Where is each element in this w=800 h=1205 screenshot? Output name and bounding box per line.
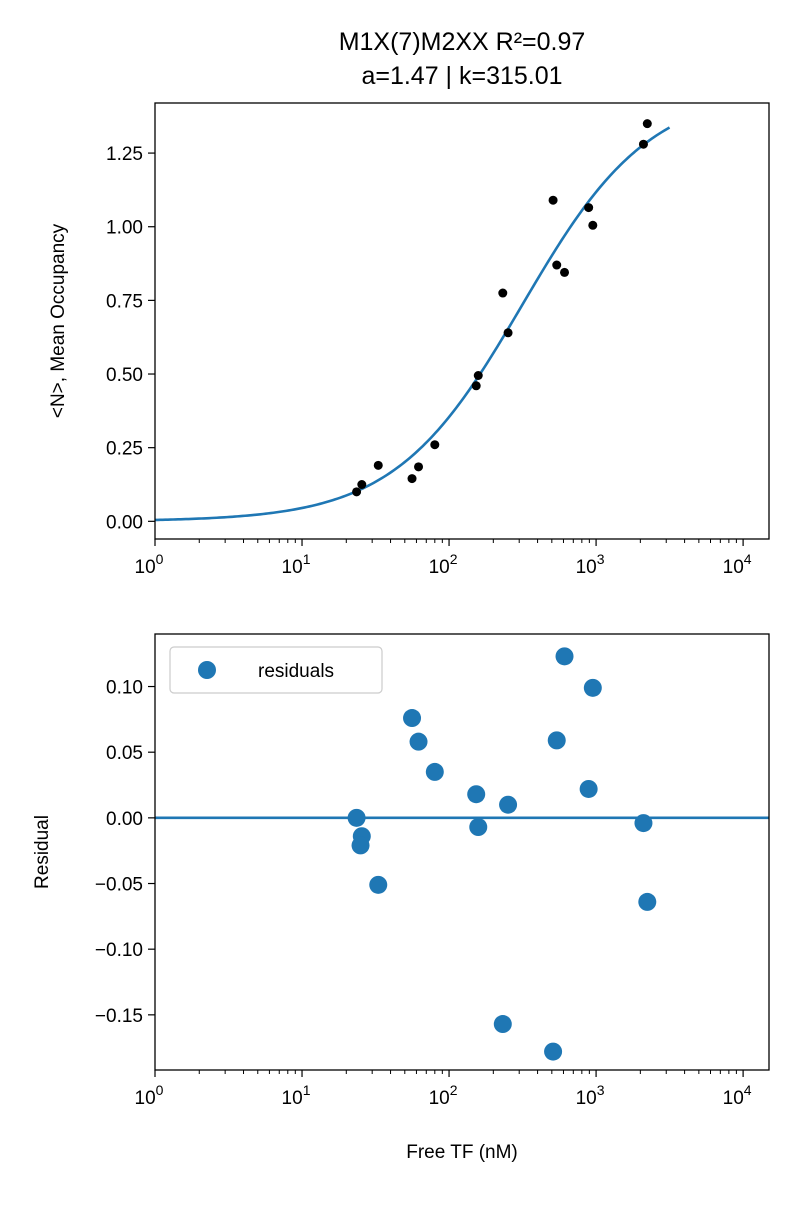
residual-point [409,732,428,751]
top-y-tick-label: 0.00 [106,512,143,533]
occupancy-point [638,139,648,149]
top-y-axis-label: <N>, Mean Occupancy [48,223,69,418]
residual-point [547,731,566,750]
residual-point [425,762,444,781]
top-y-tick-label: 1.25 [106,144,143,165]
top-axes: 0.00 0.25 0.50 0.75 1.00 1.25 100 101 102 103 104 [106,144,752,578]
residual-point [351,836,370,855]
top-title-line2: a=1.47 | k=315.01 [361,62,562,90]
residual-point [634,814,653,833]
occupancy-point [642,119,652,129]
bottom-y-tick-label: −0.15 [95,1006,143,1027]
occupancy-point [584,203,594,213]
residual-point [544,1042,563,1061]
legend: residuals [169,646,383,694]
residual-marks [155,647,769,1061]
occupancy-point [407,474,417,484]
bottom-y-tick-label: 0.00 [106,809,143,830]
top-y-tick-label: 0.50 [106,365,143,386]
top-x-tick-label: 103 [576,551,605,578]
occupancy-point [498,288,508,298]
occupancy-point [473,371,483,380]
residual-point [369,875,388,894]
top-x-tick-label: 101 [282,551,311,578]
legend-marker-residuals [198,661,216,679]
top-y-tick-label: 1.00 [106,218,143,239]
legend-label-residuals: residuals [258,661,334,682]
occupancy-point [560,267,570,277]
bottom-axes: 0.10 0.05 0.00 −0.05 −0.10 −0.15 100 101 102 103 1… [95,678,752,1109]
residual-point [583,678,602,697]
bottom-x-tick-label: 104 [723,1082,752,1109]
bottom-y-tick-label: −0.10 [95,940,143,961]
top-title-line1: M1X(7)M2XX R²=0.97 [339,28,586,56]
occupancy-marks [154,119,671,522]
bottom-x-tick-label: 103 [576,1082,605,1109]
occupancy-point [548,195,558,205]
top-x-tick-label: 102 [429,551,458,578]
bottom-plot-frame [154,633,770,1071]
occupancy-point [414,462,424,472]
bottom-x-axis-label: Free TF (nM) [406,1142,518,1163]
top-x-tick-label: 104 [723,551,752,578]
occupancy-point [430,440,440,450]
bottom-y-tick-label: 0.10 [106,678,143,699]
occupancy-point [503,328,513,338]
residual-point [347,808,366,827]
residual-point [579,779,598,798]
occupancy-point [588,220,598,230]
legend-box [169,646,383,694]
residual-point [638,892,657,911]
occupancy-point [352,487,362,497]
top-y-tick-label: 0.75 [106,291,143,312]
bottom-y-tick-label: −0.05 [95,875,143,896]
occupancy-point [373,460,383,470]
top-plot-frame [154,102,770,540]
residual-point [555,647,574,666]
occupancy-point [552,260,562,270]
bottom-x-tick-label: 102 [429,1082,458,1109]
residual-plot: 0.10 0.05 0.00 −0.05 −0.10 −0.15 100 101 102 103 1… [32,633,770,1163]
fit-curve [154,126,671,522]
top-y-tick-label: 0.25 [106,439,143,460]
occupancy-point [471,381,481,391]
occupancy-point [357,480,367,489]
residual-point [403,709,422,728]
bottom-x-tick-label: 100 [135,1082,164,1109]
bottom-y-axis-label: Residual [32,815,53,889]
residual-point [499,795,518,814]
bottom-x-tick-label: 101 [282,1082,311,1109]
bottom-y-tick-label: 0.05 [106,743,143,764]
residual-point [467,785,486,804]
residual-point [469,818,488,837]
top-x-tick-label: 100 [135,551,164,578]
residual-point [493,1015,512,1034]
